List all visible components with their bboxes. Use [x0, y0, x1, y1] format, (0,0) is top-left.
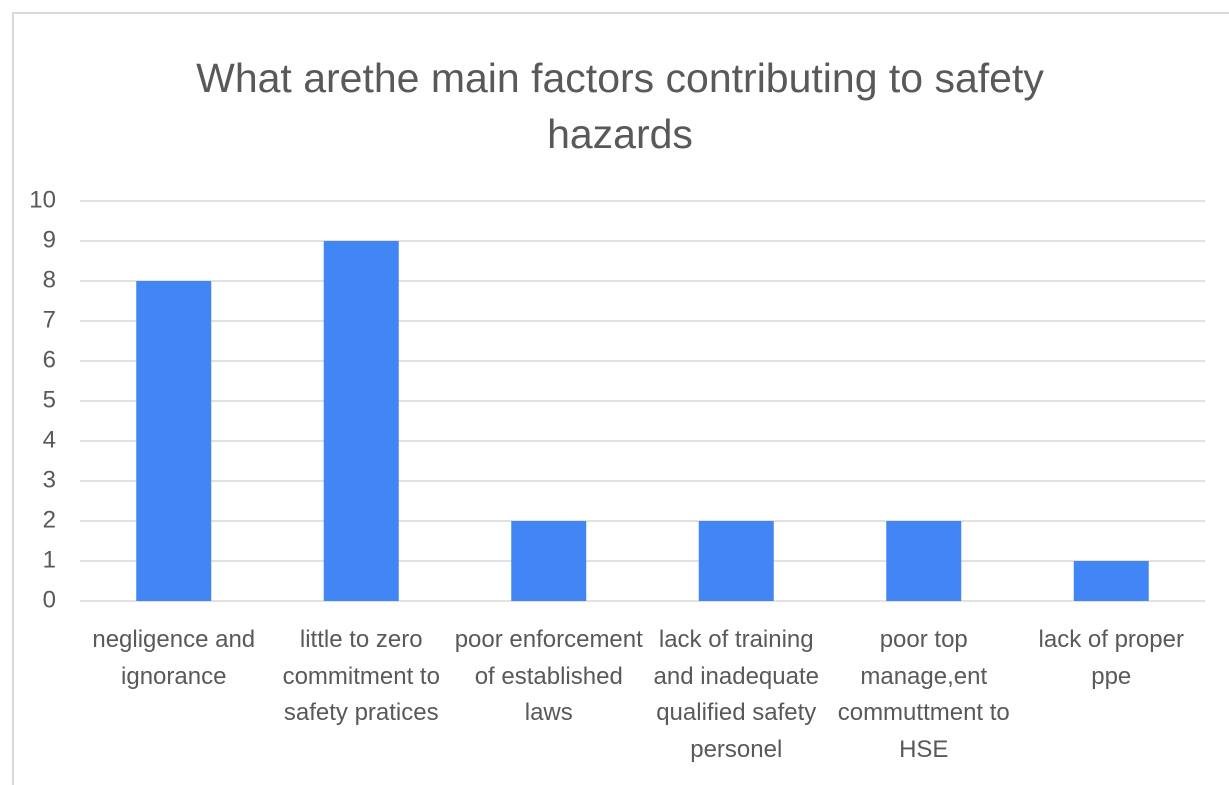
bar — [323, 241, 399, 601]
bar — [1073, 561, 1149, 601]
y-tick-label: 2 — [43, 506, 56, 533]
chart-border — [12, 12, 1229, 785]
x-tick-label: lack of training and inadequate qualifie… — [653, 626, 820, 763]
x-tick-label: little to zero commitment to safety prat… — [282, 626, 440, 726]
y-tick-label: 1 — [43, 546, 56, 573]
chart-title: What arethe main factors contributing to… — [196, 55, 1044, 157]
x-tick-label: poor enforcement of established laws — [454, 626, 643, 726]
y-tick-label: 0 — [43, 586, 56, 613]
y-tick-label: 8 — [43, 266, 56, 293]
y-tick-label: 5 — [43, 386, 56, 413]
y-tick-label: 6 — [43, 346, 56, 373]
y-tick-label: 9 — [43, 226, 56, 253]
bar — [698, 521, 774, 601]
x-tick-label: lack of proper ppe — [1038, 626, 1184, 690]
y-tick-label: 10 — [29, 186, 56, 213]
bar — [886, 521, 962, 601]
bar — [136, 281, 212, 601]
y-tick-label: 4 — [43, 426, 56, 453]
x-tick-label: negligence and ignorance — [92, 626, 256, 690]
x-tick-label: poor top manage,ent commuttment to HSE — [837, 626, 1010, 763]
y-tick-label: 3 — [43, 466, 56, 493]
bar — [511, 521, 587, 601]
y-tick-label: 7 — [43, 306, 56, 333]
